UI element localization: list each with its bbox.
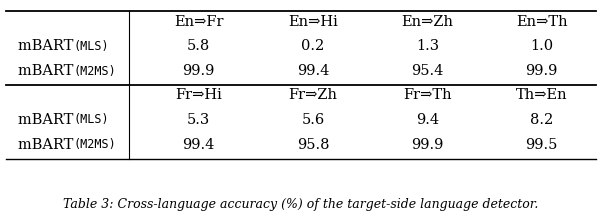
Text: 5.6: 5.6 [302, 113, 324, 127]
Text: (MLS): (MLS) [73, 40, 109, 53]
Text: 9.4: 9.4 [416, 113, 439, 127]
Text: En⇒Th: En⇒Th [516, 15, 568, 29]
Text: En⇒Hi: En⇒Hi [288, 15, 338, 29]
Text: 99.5: 99.5 [526, 138, 558, 152]
Text: 99.9: 99.9 [411, 138, 444, 152]
Text: mBART: mBART [18, 40, 78, 53]
Text: En⇒Fr: En⇒Fr [174, 15, 223, 29]
Text: 8.2: 8.2 [530, 113, 553, 127]
Text: En⇒Zh: En⇒Zh [402, 15, 453, 29]
Text: 5.8: 5.8 [187, 40, 210, 53]
Text: 1.3: 1.3 [416, 40, 439, 53]
Text: 99.9: 99.9 [182, 64, 215, 78]
Text: (M2MS): (M2MS) [73, 138, 116, 151]
Text: mBART: mBART [18, 64, 78, 78]
Text: Th⇒En: Th⇒En [516, 88, 568, 102]
Text: mBART: mBART [18, 138, 78, 152]
Text: 95.8: 95.8 [297, 138, 329, 152]
Text: 99.4: 99.4 [297, 64, 329, 78]
Text: 5.3: 5.3 [187, 113, 210, 127]
Text: 0.2: 0.2 [302, 40, 324, 53]
Text: Fr⇒Hi: Fr⇒Hi [175, 88, 222, 102]
Text: (MLS): (MLS) [73, 113, 109, 126]
Text: 95.4: 95.4 [411, 64, 444, 78]
Text: Table 3: Cross-language accuracy (%) of the target-side language detector.: Table 3: Cross-language accuracy (%) of … [63, 198, 539, 211]
Text: mBART: mBART [18, 113, 78, 127]
Text: Fr⇒Zh: Fr⇒Zh [288, 88, 338, 102]
Text: (M2MS): (M2MS) [73, 65, 116, 78]
Text: 1.0: 1.0 [530, 40, 553, 53]
Text: 99.9: 99.9 [526, 64, 558, 78]
Text: Fr⇒Th: Fr⇒Th [403, 88, 452, 102]
Text: 99.4: 99.4 [182, 138, 215, 152]
